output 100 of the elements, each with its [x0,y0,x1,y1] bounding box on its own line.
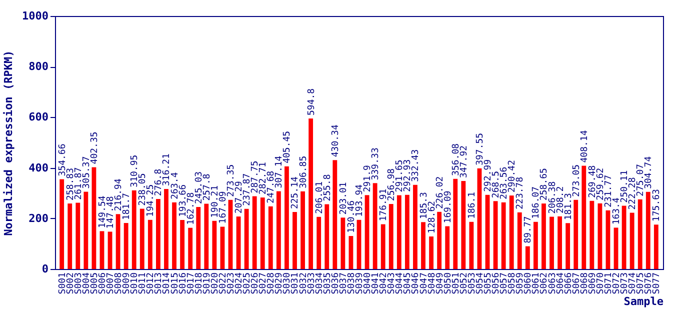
bar [421,222,426,269]
bar [614,228,618,269]
bar [212,220,217,269]
x-axis-title: Sample [624,295,664,308]
bar [461,180,466,269]
bar [84,192,88,269]
data-label: 332.43 [411,149,422,182]
bar [100,231,104,269]
bar [437,212,442,269]
bar [646,192,650,269]
bar [542,204,546,269]
bar [260,197,265,269]
bar [164,189,168,269]
y-tick-label: 800 [28,60,48,74]
data-label: 347.92 [459,145,470,178]
data-label: 186.1 [467,192,478,219]
bar [558,216,562,269]
bar [630,212,634,269]
bar [533,222,538,269]
bar [396,195,402,269]
bar [517,212,522,269]
bar [606,210,610,269]
data-label: 273.05 [572,164,582,197]
bar [308,118,314,269]
bar [429,236,434,269]
bar [590,200,594,269]
bar [252,196,257,269]
data-label: 405.45 [282,130,293,164]
bar [268,206,273,269]
data-label: 181.7 [122,192,132,220]
bar [550,216,554,269]
bar [276,191,281,269]
data-label: 255.8 [322,174,333,202]
bar [188,228,193,269]
data-label: 339.33 [371,148,382,180]
data-label: 223.78 [516,176,526,210]
data-label: 89.77 [524,216,534,244]
bar [477,168,482,269]
data-label: 175.63 [652,189,662,222]
bar [108,232,112,269]
bar [574,200,578,269]
bar [525,246,530,269]
bar [332,160,338,269]
bar [356,220,362,269]
bar [156,198,160,269]
bar [284,166,289,269]
y-tick-label: 400 [28,161,48,174]
bar [501,202,506,269]
y-axis-title: Normalized expression (RPKM) [2,50,16,236]
bar [196,207,201,269]
bar [638,199,642,269]
bar [566,223,570,269]
bar [364,195,370,269]
bar [453,178,458,269]
data-label: 306.85 [298,156,309,188]
bar [413,184,418,269]
bar [445,226,450,269]
bar [124,223,128,269]
bar [469,222,474,269]
x-tick-label: S077 [652,272,662,294]
bar [582,166,586,269]
bar [493,201,498,269]
bar [348,236,354,269]
bar [509,196,514,269]
data-label: 430.34 [330,124,341,158]
bar [220,226,225,269]
bar [68,204,72,269]
bar [485,194,490,269]
bar [380,224,386,269]
bar [388,204,394,269]
bar [300,191,305,269]
data-label: 304.74 [644,156,654,189]
bar [116,214,120,269]
bar [92,167,96,269]
bar [60,179,64,269]
bar [204,204,209,269]
bar [180,220,185,269]
data-label: 408.14 [580,130,590,163]
y-tick-label: 600 [28,110,48,124]
bar [404,194,410,269]
data-label: 231.77 [604,174,614,208]
bar [316,216,322,269]
data-label: 402.35 [90,132,100,164]
bar [654,224,658,269]
bar [622,206,626,269]
y-tick-label: 0 [42,262,48,276]
y-tick-label: 200 [28,212,48,225]
bar [148,220,152,269]
bar [132,190,136,269]
bar [372,183,378,269]
data-label: 169.09 [443,190,454,224]
bar [292,212,297,269]
bar [340,218,346,269]
bar [324,204,330,269]
bar [598,203,602,269]
bar [236,216,241,269]
bar [140,208,144,269]
bar [228,200,233,269]
bar [76,202,80,269]
y-tick-label: 1000 [22,10,48,22]
